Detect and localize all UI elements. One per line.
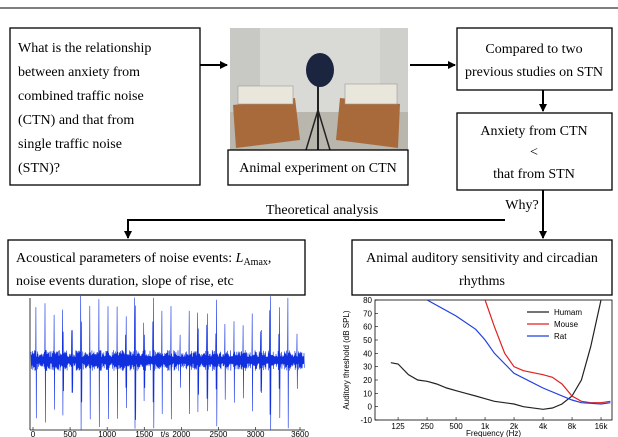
acoustic-line: Acoustical parameters of noise events: L… — [16, 251, 271, 268]
x-tick-label: 8k — [568, 422, 577, 431]
acoustic-line: noise events duration, slope of rise, et… — [16, 274, 234, 289]
theoretical-label: Theoretical analysis — [266, 203, 378, 218]
question-line: between anxiety from — [18, 65, 140, 80]
plot-area — [375, 300, 612, 420]
auditory-line: rhythms — [459, 274, 505, 289]
subscript: Amax — [243, 257, 267, 268]
why-label: Why? — [505, 198, 538, 213]
y-tick-label: 30 — [363, 363, 372, 372]
x-tick-label: 250 — [420, 422, 434, 431]
y-axis-label: Auditory threshold (dB SPL) — [342, 310, 351, 409]
y-tick-label: 60 — [363, 323, 372, 332]
comparison-line: previous studies on STN — [465, 65, 603, 80]
arrow — [128, 220, 505, 238]
x-tick-label: 2000 — [172, 430, 190, 437]
y-tick-label: 20 — [363, 376, 372, 385]
y-tick-label: 80 — [363, 296, 372, 305]
auditory-line: Animal auditory sensitivity and circadia… — [366, 251, 598, 266]
y-tick-label: 10 — [363, 389, 372, 398]
x-tick-label: 500 — [449, 422, 463, 431]
question-line: combined traffic noise — [18, 89, 144, 104]
y-tick-label: 70 — [363, 309, 372, 318]
x-tick-label: 1000 — [98, 430, 116, 437]
x-tick-label: 1500 — [135, 430, 153, 437]
y-tick-label: 40 — [363, 349, 372, 358]
question-line: (STN)? — [18, 161, 60, 176]
comparison-line: Compared to two — [485, 42, 582, 57]
comparison-box — [457, 28, 612, 90]
acoustic-text: , — [268, 251, 272, 266]
waveform-panel: 0 500 1000 1500 2000 2500 3000 3600 t/s — [30, 296, 309, 437]
x-tick-label: 3600 — [291, 430, 309, 437]
x-tick-label: 500 — [63, 430, 77, 437]
y-tick-label: 50 — [363, 336, 372, 345]
x-tick-label: 3000 — [247, 430, 265, 437]
experiment-photo — [230, 28, 408, 152]
result-line: Anxiety from CTN — [480, 124, 587, 139]
waveform-trace — [31, 296, 304, 430]
question-line: (CTN) and that from — [18, 113, 134, 128]
legend-label: Humam — [554, 308, 582, 317]
x-tick-label: 4k — [539, 422, 548, 431]
question-line: What is the relationship — [18, 41, 151, 56]
result-line: < — [530, 145, 538, 160]
question-line: single traffic noise — [18, 137, 122, 152]
x-tick-label: 16k — [595, 422, 609, 431]
legend-label: Mouse — [554, 320, 579, 329]
symbol: L — [235, 251, 244, 266]
y-tick-label: -10 — [360, 416, 372, 425]
photo-caption: Animal experiment on CTN — [239, 161, 396, 176]
legend-label: Rat — [554, 332, 567, 341]
graphical-abstract: What is the relationship between anxiety… — [0, 0, 618, 437]
x-axis-label: Frequency (Hz) — [466, 429, 521, 437]
x-tick-label: 0 — [31, 430, 36, 437]
x-tick-label: 2500 — [210, 430, 228, 437]
x-axis-label: t/s — [161, 430, 169, 437]
result-line: that from STN — [493, 167, 575, 182]
x-tick-label: 125 — [391, 422, 405, 431]
y-tick-label: 0 — [368, 403, 373, 412]
acoustic-text: Acoustical parameters of noise events: — [16, 251, 236, 266]
